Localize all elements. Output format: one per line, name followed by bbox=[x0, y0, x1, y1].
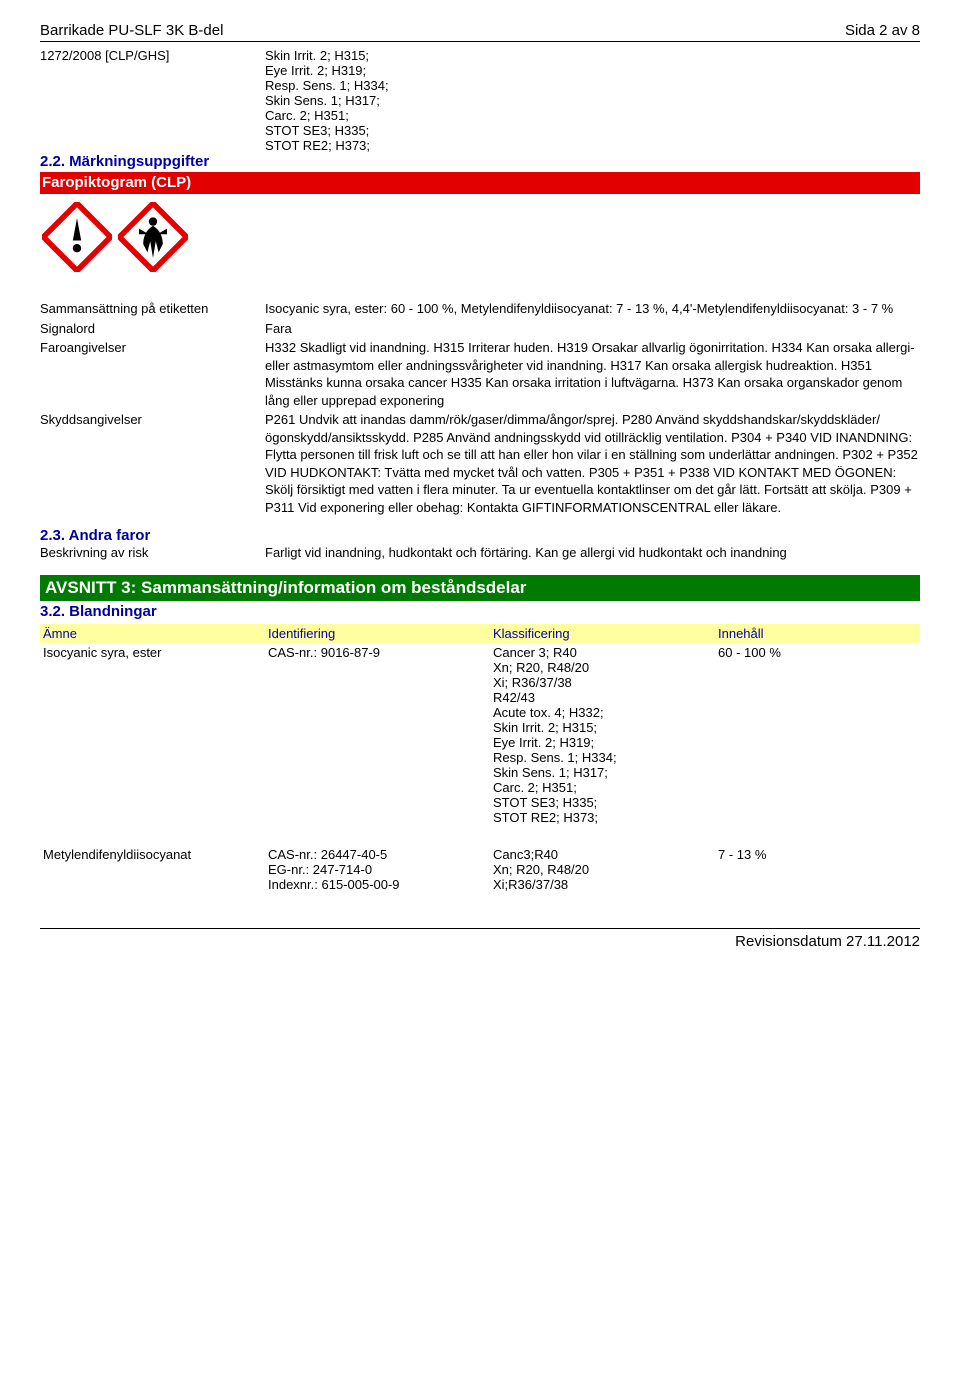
th-innehall: Innehåll bbox=[718, 626, 917, 641]
ghs-health-hazard-icon bbox=[118, 202, 188, 272]
value-signalword: Fara bbox=[265, 320, 920, 338]
pictogram-row bbox=[42, 202, 920, 272]
faropiktogram-bar: Faropiktogram (CLP) bbox=[40, 172, 920, 194]
label-hazard: Faroangivelser bbox=[40, 339, 265, 409]
label-composition: Sammansättning på etiketten bbox=[40, 300, 265, 318]
composition-table: Ämne Identifiering Klassificering Innehå… bbox=[40, 624, 920, 894]
value-hazard: H332 Skadligt vid inandning. H315 Irrite… bbox=[265, 339, 920, 409]
classification-line: Carc. 2; H351; bbox=[265, 108, 920, 123]
section-2-3-title: 2.3. Andra faror bbox=[40, 527, 920, 544]
cell-amne: Isocyanic syra, ester bbox=[43, 645, 268, 825]
classification-line: STOT SE3; H335; bbox=[265, 123, 920, 138]
section-3-2-title: 3.2. Blandningar bbox=[40, 603, 920, 620]
value-risk-desc: Farligt vid inandning, hudkontakt och fö… bbox=[265, 544, 920, 562]
label-risk-desc: Beskrivning av risk bbox=[40, 544, 265, 562]
table-row: Isocyanic syra, esterCAS-nr.: 9016-87-9C… bbox=[40, 643, 920, 827]
classification-line: Skin Irrit. 2; H315; bbox=[265, 48, 920, 63]
classification-line: Resp. Sens. 1; H334; bbox=[265, 78, 920, 93]
page-header: Barrikade PU-SLF 3K B-del Sida 2 av 8 bbox=[40, 22, 920, 42]
cell-ident: CAS-nr.: 26447-40-5EG-nr.: 247-714-0Inde… bbox=[268, 847, 493, 892]
classification-line: Skin Sens. 1; H317; bbox=[265, 93, 920, 108]
page-number: Sida 2 av 8 bbox=[845, 22, 920, 39]
value-precaution: P261 Undvik att inandas damm/rök/gaser/d… bbox=[265, 411, 920, 516]
product-title: Barrikade PU-SLF 3K B-del bbox=[40, 22, 223, 39]
th-amne: Ämne bbox=[43, 626, 268, 641]
ghs-exclamation-icon bbox=[42, 202, 112, 272]
section-3-bar: AVSNITT 3: Sammansättning/information om… bbox=[40, 575, 920, 601]
cell-amne: Metylendifenyldiisocyanat bbox=[43, 847, 268, 892]
classification-text: Skin Irrit. 2; H315;Eye Irrit. 2; H319;R… bbox=[265, 48, 920, 153]
value-composition: Isocyanic syra, ester: 60 - 100 %, Metyl… bbox=[265, 300, 920, 318]
footer-revision: Revisionsdatum 27.11.2012 bbox=[40, 928, 920, 950]
cell-ident: CAS-nr.: 9016-87-9 bbox=[268, 645, 493, 825]
label-precaution: Skyddsangivelser bbox=[40, 411, 265, 516]
cell-innehall: 60 - 100 % bbox=[718, 645, 917, 825]
cell-innehall: 7 - 13 % bbox=[718, 847, 917, 892]
th-klass: Klassificering bbox=[493, 626, 718, 641]
cell-klass: Cancer 3; R40Xn; R20, R48/20Xi; R36/37/3… bbox=[493, 645, 718, 825]
th-ident: Identifiering bbox=[268, 626, 493, 641]
label-signalword: Signalord bbox=[40, 320, 265, 338]
classification-line: Eye Irrit. 2; H319; bbox=[265, 63, 920, 78]
section-2-2-title: 2.2. Märkningsuppgifter bbox=[40, 153, 920, 170]
regulation-code: 1272/2008 [CLP/GHS] bbox=[40, 48, 265, 63]
table-row: MetylendifenyldiisocyanatCAS-nr.: 26447-… bbox=[40, 845, 920, 894]
table-header: Ämne Identifiering Klassificering Innehå… bbox=[40, 624, 920, 643]
cell-klass: Canc3;R40Xn; R20, R48/20Xi;R36/37/38 bbox=[493, 847, 718, 892]
classification-line: STOT RE2; H373; bbox=[265, 138, 920, 153]
